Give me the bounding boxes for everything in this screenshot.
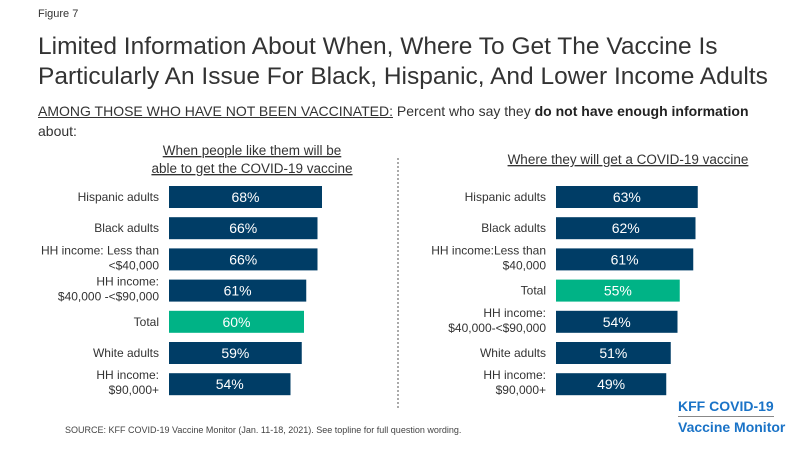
category-label: White adults (93, 346, 159, 360)
data-label: 60% (222, 314, 250, 330)
figure-label: Figure 7 (38, 8, 79, 20)
subtitle-prefix: AMONG THOSE WHO HAVE NOT BEEN VACCINATED… (38, 103, 393, 119)
bar (169, 310, 304, 333)
category-label: HH income:Less than (431, 243, 546, 257)
source-note: SOURCE: KFF COVID-19 Vaccine Monitor (Ja… (65, 425, 462, 435)
bar (556, 186, 698, 208)
bar (169, 342, 302, 364)
bar (556, 217, 696, 240)
category-label: $40,000 -<$90,000 (58, 290, 159, 304)
bar (169, 373, 291, 396)
category-label: $40,000 (503, 258, 547, 272)
category-label: White adults (480, 346, 546, 360)
bar (169, 217, 318, 240)
data-label: 66% (229, 251, 257, 267)
page-title: Limited Information About When, Where To… (38, 33, 768, 90)
data-label: 63% (613, 189, 641, 205)
data-label: 49% (597, 376, 625, 392)
category-label: Hispanic adults (78, 190, 159, 204)
category-label: Black adults (481, 221, 546, 235)
category-label: <$40,000 (109, 258, 160, 272)
category-label: $90,000+ (496, 383, 546, 397)
chart-title: able to get the COVID-19 vaccine (151, 161, 352, 176)
data-label: 59% (221, 345, 249, 361)
category-label: HH income: (96, 368, 159, 382)
bar (556, 279, 680, 302)
data-label: 61% (224, 283, 252, 299)
category-label: HH income: (483, 306, 546, 320)
subtitle-text: Percent who say they (392, 103, 535, 119)
category-label: Total (134, 315, 159, 329)
subtitle-text-end: about: (38, 123, 77, 139)
category-label: HH income: (96, 275, 159, 289)
bar (169, 279, 307, 302)
chart-title: Where they will get a COVID-19 vaccine (508, 152, 749, 167)
bar (556, 248, 694, 271)
bar (556, 310, 678, 333)
data-label: 61% (611, 251, 639, 267)
bar (556, 342, 671, 364)
subtitle-bold: do not have enough information (534, 103, 749, 119)
category-label: Hispanic adults (465, 190, 546, 204)
data-label: 62% (612, 220, 640, 236)
category-label: $40,000-<$90,000 (448, 321, 546, 335)
category-label: $90,000+ (109, 383, 159, 397)
category-label: Total (521, 284, 546, 298)
bar (169, 186, 322, 208)
subtitle: AMONG THOSE WHO HAVE NOT BEEN VACCINATED… (38, 101, 758, 141)
data-label: 55% (604, 283, 632, 299)
data-label: 54% (603, 314, 631, 330)
chart-title: When people like them will be (163, 143, 342, 158)
data-label: 54% (216, 376, 244, 392)
data-label: 66% (229, 220, 257, 236)
bar (169, 248, 318, 271)
kff-logo: KFF COVID-19 Vaccine Monitor (678, 398, 786, 435)
category-label: HH income: (483, 368, 546, 382)
category-label: HH income: Less than (41, 243, 159, 257)
data-label: 68% (231, 189, 259, 205)
category-label: Black adults (94, 221, 159, 235)
bar (556, 373, 667, 396)
data-label: 51% (599, 345, 627, 361)
